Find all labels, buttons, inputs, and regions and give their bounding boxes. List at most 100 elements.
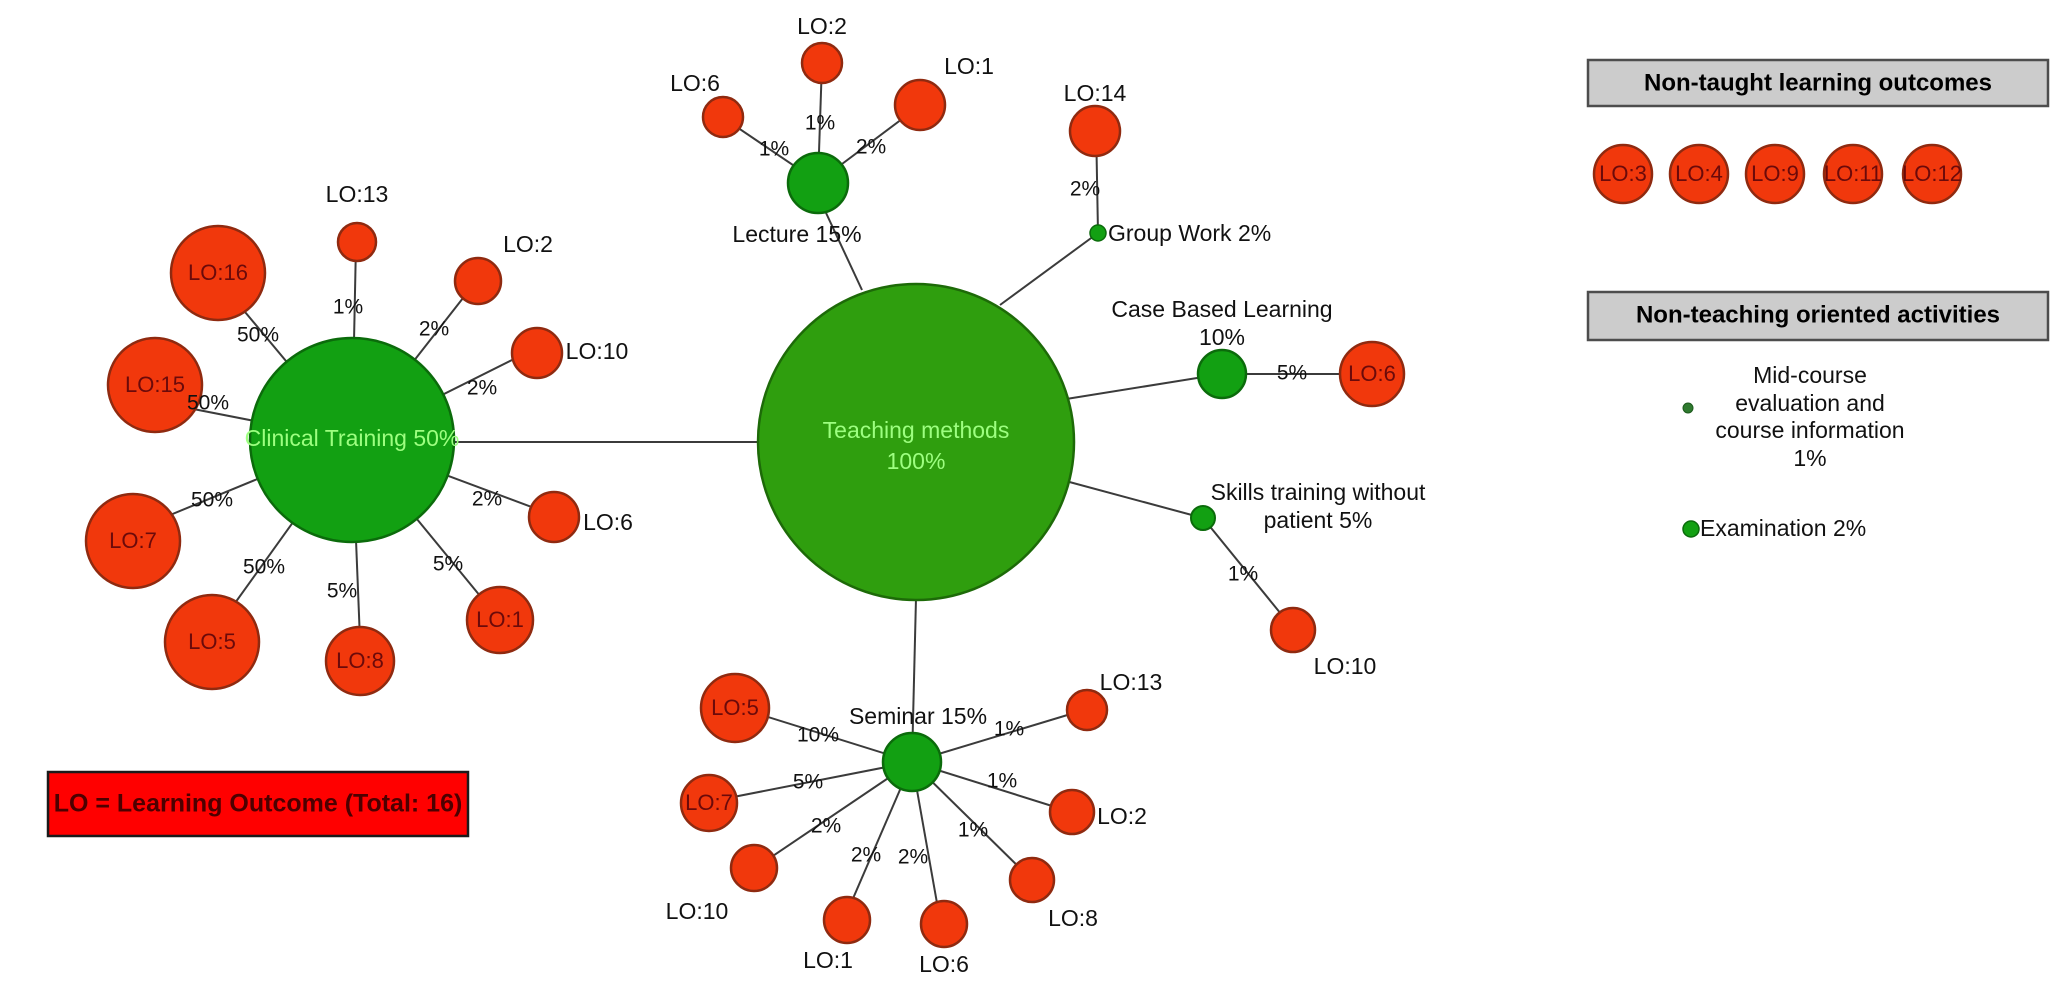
legend-item-line2: evaluation and xyxy=(1735,390,1885,416)
node-outer-label: LO:13 xyxy=(1100,669,1163,695)
node-outer-label: LO:6 xyxy=(583,509,633,535)
node-lo5-clinical[interactable]: LO:5 xyxy=(163,593,261,691)
node-lo2-lecture[interactable]: LO:2 xyxy=(797,13,847,85)
edge-weight: 2% xyxy=(467,377,497,400)
legend-header-box xyxy=(1586,58,2050,108)
edge-weight: 1% xyxy=(759,138,789,161)
node-outer-label: Lecture 15% xyxy=(732,221,861,247)
node-seminar[interactable]: Seminar 15% xyxy=(849,703,987,793)
node-outer-label: LO:2 xyxy=(1097,803,1147,829)
edge-weight: 5% xyxy=(793,771,823,794)
legend-item-line1: Examination 2% xyxy=(1700,515,1866,541)
node-lo1-seminar[interactable]: LO:1 xyxy=(803,895,872,973)
node-lo13-clinical[interactable]: LO:13 xyxy=(326,181,389,263)
edge-hub-lecture xyxy=(819,199,863,291)
edge-weight: 2% xyxy=(856,136,886,159)
legend-item-line3: course information xyxy=(1715,417,1904,443)
node-lo2-clinical[interactable]: LO:2 xyxy=(453,231,553,306)
node-label: LO:11 xyxy=(1824,161,1882,186)
node-outer-label: Seminar 15% xyxy=(849,703,987,729)
legend-lo-key: LO = Learning Outcome (Total: 16) xyxy=(46,770,470,838)
node-lo5-seminar[interactable]: LO:5 xyxy=(699,672,771,744)
node-teaching-methods[interactable]: Teaching methods 100% xyxy=(756,282,1076,602)
edge-weight: 10% xyxy=(797,724,839,747)
node-outer-label: LO:10 xyxy=(666,898,729,924)
legend-item-line1: Mid-course xyxy=(1753,362,1867,388)
legend-lo12[interactable]: LO:12 xyxy=(1901,143,1963,205)
legend-header-text: Non-teaching oriented activities xyxy=(1636,301,2000,328)
legend-examination[interactable]: Examination 2% xyxy=(1682,515,1866,541)
node-outer-label: LO:13 xyxy=(326,181,389,207)
legend-non-taught-learning-outcomes: Non-taught learning outcomes LO:3 LO:4 L… xyxy=(1586,58,2050,205)
node-outer-label: LO:1 xyxy=(803,947,853,973)
edge-hub-skills xyxy=(1061,479,1204,519)
edge-hub-cbl xyxy=(1059,373,1223,401)
node-lo6-cbl[interactable]: LO:6 xyxy=(1338,340,1406,408)
legend-lo11[interactable]: LO:11 xyxy=(1822,143,1884,205)
node-lo14-groupwork[interactable]: LO:14 xyxy=(1064,80,1127,158)
node-case-based-learning[interactable]: Case Based Learning 10% xyxy=(1111,296,1333,400)
legend-lo3[interactable]: LO:3 xyxy=(1592,143,1654,205)
node-outer-label-line1: Case Based Learning xyxy=(1111,296,1332,322)
edge-weight: 50% xyxy=(237,324,279,347)
node-lo8-seminar[interactable]: LO:8 xyxy=(1008,856,1098,931)
edge-weight: 50% xyxy=(191,489,233,512)
node-lo2-seminar[interactable]: LO:2 xyxy=(1048,788,1147,836)
node-lo15[interactable]: LO:15 xyxy=(106,336,204,434)
edge-weight: 50% xyxy=(243,556,285,579)
node-label: LO:1 xyxy=(476,607,524,632)
legend-lo-text: LO = Learning Outcome (Total: 16) xyxy=(54,790,463,818)
node-outer-label: Group Work 2% xyxy=(1108,220,1271,246)
node-label: LO:15 xyxy=(125,372,185,397)
legend-lo-box xyxy=(46,770,470,838)
legend-lo4[interactable]: LO:4 xyxy=(1668,143,1730,205)
node-lo1-clinical[interactable]: LO:1 xyxy=(465,585,535,655)
legend-mid-course-evaluation[interactable]: Mid-course evaluation and course informa… xyxy=(1682,362,1905,471)
node-lo10-clinical[interactable]: LO:10 xyxy=(510,326,628,380)
node-lo6-seminar[interactable]: LO:6 xyxy=(919,899,969,977)
edge-weight: 2% xyxy=(1070,178,1100,201)
edge-weight: 5% xyxy=(433,553,463,576)
edge-weight: 5% xyxy=(327,580,357,603)
node-lo7-seminar[interactable]: LO:7 xyxy=(679,773,739,833)
edge-seminar-lo10 xyxy=(757,761,913,867)
node-lo16[interactable]: LO:16 xyxy=(169,224,267,322)
node-outer-label: LO:2 xyxy=(797,13,847,39)
node-outer-label: LO:8 xyxy=(1048,905,1098,931)
node-lo6-clinical[interactable]: LO:6 xyxy=(527,490,633,544)
edge-weight: 1% xyxy=(958,819,988,842)
node-outer-label-line1: Skills training without xyxy=(1211,479,1426,505)
edge-weight: 2% xyxy=(898,846,928,869)
node-label: LO:6 xyxy=(1348,361,1396,386)
node-label: LO:3 xyxy=(1599,161,1647,186)
edge-weight: 1% xyxy=(805,112,835,135)
node-skills-training[interactable]: Skills training without patient 5% xyxy=(1190,479,1426,533)
node-clinical-training[interactable]: Clinical Training 50% xyxy=(245,336,460,544)
edge-labels-layer: 50% 50% 50% 50% 5% 5% 2% 2% 2% 1% 1% 1% … xyxy=(187,112,1307,869)
node-lo13-seminar[interactable]: LO:13 xyxy=(1065,669,1163,732)
node-label: LO:16 xyxy=(188,260,248,285)
node-lo10-skills[interactable]: LO:10 xyxy=(1269,606,1376,679)
node-lo10-seminar[interactable]: LO:10 xyxy=(666,843,779,924)
node-lecture[interactable]: Lecture 15% xyxy=(732,151,862,247)
node-lo7-clinical[interactable]: LO:7 xyxy=(84,492,182,590)
node-outer-label: LO:14 xyxy=(1064,80,1127,106)
node-lo1-lecture[interactable]: LO:1 xyxy=(893,53,994,132)
edge-skills-lo10 xyxy=(1202,517,1291,626)
legend-non-teaching-oriented-activities: Non-teaching oriented activities Mid-cou… xyxy=(1586,290,2050,541)
node-label: LO:8 xyxy=(336,648,384,673)
node-group-work[interactable]: Group Work 2% xyxy=(1089,220,1271,246)
edge-seminar-lo7 xyxy=(717,761,913,801)
node-outer-label: LO:2 xyxy=(503,231,553,257)
node-label-line2: 100% xyxy=(887,448,946,474)
node-lo8-clinical[interactable]: LO:8 xyxy=(324,625,396,697)
legend-header-box xyxy=(1586,290,2050,342)
legend-header-text: Non-taught learning outcomes xyxy=(1644,69,1992,96)
node-label: LO:5 xyxy=(711,695,759,720)
legend-lo9[interactable]: LO:9 xyxy=(1744,143,1806,205)
node-label: LO:9 xyxy=(1751,161,1799,186)
node-lo6-lecture[interactable]: LO:6 xyxy=(670,70,745,139)
node-label: LO:7 xyxy=(685,790,733,815)
edge-weight: 1% xyxy=(1228,563,1258,586)
